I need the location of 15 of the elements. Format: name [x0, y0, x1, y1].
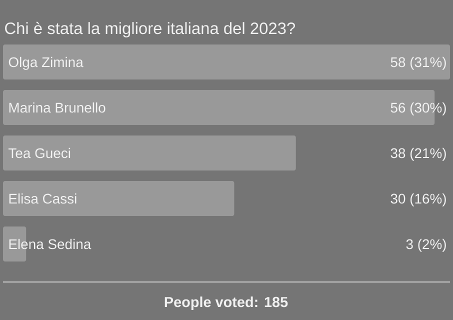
y-tick-label: Elena Sedina: [9, 238, 92, 250]
chart-title: Chi è stata la migliore italiana del 2023?: [5, 22, 296, 38]
y-tick-label: Marina Brunello: [9, 102, 106, 113]
data-label: 58 (31%): [390, 56, 446, 70]
bar: [3, 180, 234, 216]
data-label: 3 (2%): [406, 238, 446, 252]
y-tick-label: Tea Gueci: [8, 148, 70, 158]
text: People voted: 185: [164, 296, 288, 310]
bar: [3, 44, 450, 80]
data-label: 56 (30%): [390, 102, 446, 116]
y-tick-label: Olga Zimina: [8, 56, 84, 70]
bar: [3, 135, 296, 171]
data-label: 30 (16%): [390, 193, 446, 206]
data-label: 38 (21%): [390, 148, 446, 161]
y-tick-label: Elisa Cassi: [9, 193, 76, 204]
